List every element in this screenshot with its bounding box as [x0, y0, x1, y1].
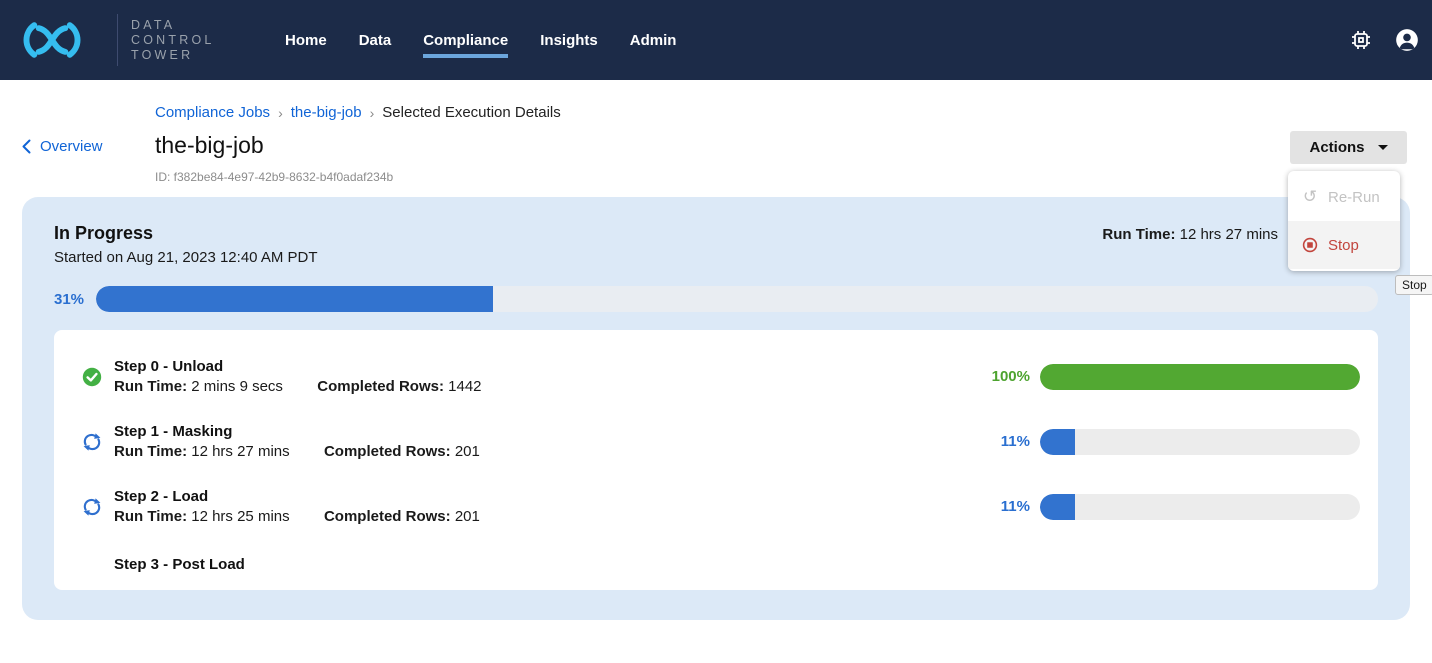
step-title: Step 3 - Post Load — [114, 555, 245, 573]
step-progress-fill — [1040, 493, 1076, 520]
breadcrumb-the-big-job[interactable]: the-big-job — [290, 104, 362, 121]
nav-item-compliance[interactable]: Compliance — [423, 32, 509, 58]
back-link-label: Overview — [40, 138, 103, 155]
actions-button[interactable]: Actions — [1290, 131, 1407, 164]
run-time-value: 2 mins 9 secs — [191, 378, 283, 395]
menu-item-rerun[interactable]: ↺ Re-Run — [1288, 173, 1400, 221]
run-time-value: 12 hrs 27 mins — [1179, 226, 1278, 243]
step-details: Run Time: 12 hrs 27 mins Completed Rows:… — [114, 443, 480, 460]
brand[interactable]: DATA CONTROL TOWER — [15, 14, 215, 66]
nav-item-data[interactable]: Data — [358, 31, 392, 49]
nav-item-admin[interactable]: Admin — [629, 31, 677, 49]
execution-status: In Progress — [54, 223, 154, 243]
step-progress: 11% — [970, 428, 1360, 455]
step-text: Step 3 - Post Load — [114, 556, 245, 573]
menu-item-rerun-label: Re-Run — [1328, 188, 1380, 206]
nav-right — [1348, 0, 1420, 80]
chevron-down-icon — [1377, 145, 1388, 150]
step-percent: 11% — [1000, 433, 1030, 450]
step-details: Run Time: 12 hrs 25 mins Completed Rows:… — [114, 508, 480, 525]
run-time-label: Run Time: — [114, 443, 188, 460]
breadcrumb: Compliance Jobs › the-big-job › Selected… — [155, 104, 561, 121]
brand-line: DATA — [131, 17, 176, 32]
check-circle-icon — [82, 367, 102, 387]
step-progress-fill — [1040, 428, 1076, 455]
stop-tooltip: Stop — [1395, 275, 1432, 295]
step-text: Step 0 - Unload Run Time: 2 mins 9 secs … — [114, 358, 482, 395]
chip-icon[interactable] — [1348, 27, 1374, 53]
completed-rows-label: Completed Rows: — [323, 443, 451, 460]
run-time-label: Run Time: — [114, 378, 188, 395]
run-time-value: 12 hrs 25 mins — [191, 508, 290, 525]
completed-rows-label: Completed Rows: — [317, 378, 444, 395]
menu-item-stop[interactable]: Stop — [1288, 221, 1400, 269]
execution-id: ID: f382be84-4e97-42b9-8632-b4f0adaf234b — [155, 170, 394, 184]
run-time-value: 12 hrs 27 mins — [191, 443, 290, 460]
actions-menu: ↺ Re-Run Stop — [1288, 171, 1400, 271]
top-nav: DATA CONTROL TOWER Home Data Compliance … — [0, 0, 1432, 80]
sync-icon — [82, 432, 102, 452]
overall-progress-bar — [96, 286, 1378, 312]
page-title: the-big-job — [155, 132, 264, 158]
step-percent: 11% — [1000, 498, 1030, 515]
actions-button-label: Actions — [1309, 139, 1365, 156]
nav-item-insights[interactable]: Insights — [540, 31, 598, 49]
step-title: Step 2 - Load — [114, 488, 209, 505]
step-row-0: Step 0 - Unload Run Time: 2 mins 9 secs … — [82, 344, 1360, 409]
step-progress-bar — [1040, 428, 1360, 455]
breadcrumb-separator: › — [278, 104, 283, 121]
brand-divider — [117, 14, 118, 66]
user-icon[interactable] — [1394, 27, 1420, 53]
step-progress: 100% — [970, 363, 1360, 390]
chevron-left-icon — [22, 139, 31, 154]
run-time-label: Run Time: — [114, 508, 188, 525]
step-title: Step 1 - Masking — [114, 423, 233, 440]
steps-card: Step 0 - Unload Run Time: 2 mins 9 secs … — [54, 330, 1378, 590]
step-text: Step 1 - Masking Run Time: 12 hrs 27 min… — [114, 423, 480, 460]
brand-line: CONTROL — [131, 32, 215, 47]
sync-icon — [82, 497, 102, 517]
step-progress-bar — [1040, 493, 1360, 520]
step-percent: 100% — [991, 368, 1030, 385]
step-row-3: Step 3 - Post Load — [82, 539, 1360, 589]
nav-item-home[interactable]: Home — [285, 31, 327, 49]
step-row-1: Step 1 - Masking Run Time: 12 hrs 27 min… — [82, 409, 1360, 474]
nav-links: Home Data Compliance Insights Admin — [285, 0, 676, 80]
completed-rows-label: Completed Rows: — [323, 508, 451, 525]
completed-rows-value: 201 — [454, 508, 480, 525]
overall-progress-fill — [96, 286, 494, 312]
brand-line: TOWER — [131, 47, 194, 62]
header-block: Compliance Jobs › the-big-job › Selected… — [155, 104, 561, 184]
overall-progress-percent: 31% — [54, 290, 85, 308]
delphix-logo-icon — [23, 22, 81, 58]
completed-rows-value: 201 — [454, 443, 480, 460]
back-link-overview[interactable]: Overview — [22, 138, 103, 155]
completed-rows-value: 1442 — [448, 378, 482, 395]
breadcrumb-current: Selected Execution Details — [382, 104, 561, 121]
run-time-label: Run Time: — [1102, 226, 1176, 243]
execution-started: Started on Aug 21, 2023 12:40 AM PDT — [54, 249, 318, 266]
step-details: Run Time: 2 mins 9 secs Completed Rows: … — [114, 378, 482, 395]
breadcrumb-compliance-jobs[interactable]: Compliance Jobs — [155, 104, 271, 121]
step-title: Step 0 - Unload — [114, 358, 224, 375]
step-progress: 11% — [970, 493, 1360, 520]
brand-text: DATA CONTROL TOWER — [131, 18, 215, 63]
breadcrumb-separator: › — [369, 104, 375, 121]
execution-run-time: Run Time: 12 hrs 27 mins — [1102, 226, 1278, 243]
menu-item-stop-label: Stop — [1328, 236, 1359, 254]
step-progress-bar — [1040, 363, 1360, 390]
execution-card: In Progress Started on Aug 21, 2023 12:4… — [22, 197, 1410, 620]
rerun-icon: ↺ — [1302, 187, 1318, 206]
step-progress-fill — [1040, 363, 1360, 390]
stop-icon — [1302, 237, 1318, 253]
step-row-2: Step 2 - Load Run Time: 12 hrs 25 mins C… — [82, 474, 1360, 539]
step-text: Step 2 - Load Run Time: 12 hrs 25 mins C… — [114, 488, 480, 525]
